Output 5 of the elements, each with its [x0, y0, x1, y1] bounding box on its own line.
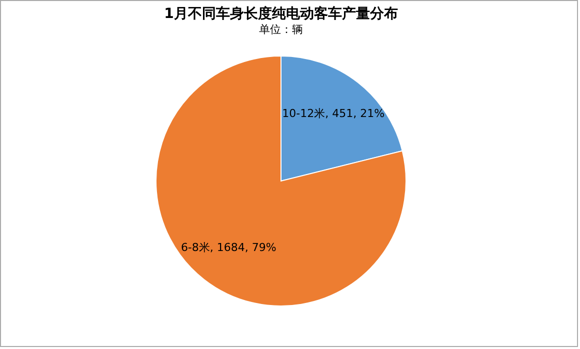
slice-label: 6-8米, 1684, 79% — [180, 240, 276, 254]
pie-slice — [156, 56, 406, 306]
slice-label: 10-12米, 451, 21% — [282, 107, 385, 120]
chart-subtitle: 单位：辆 — [259, 23, 303, 36]
chart-title: 1月不同车身长度纯电动客车产量分布 — [164, 5, 398, 22]
